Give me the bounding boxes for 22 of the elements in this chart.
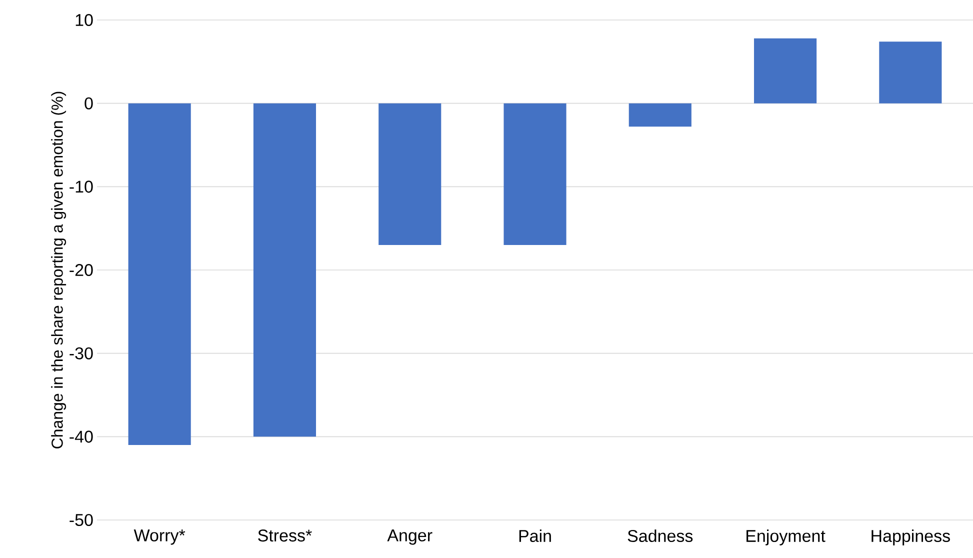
x-tick-label: Worry* bbox=[134, 530, 186, 545]
x-tick-label: Stress* bbox=[258, 530, 312, 542]
bar bbox=[504, 103, 566, 245]
bar bbox=[253, 103, 316, 437]
bar bbox=[628, 103, 692, 127]
y-tick-label: -40 bbox=[70, 430, 93, 443]
x-tick-label: Happiness bbox=[872, 530, 950, 546]
y-axis-title: Change in the share reporting a given emotion (%) bbox=[51, 92, 66, 448]
bar bbox=[378, 103, 442, 245]
bar bbox=[879, 42, 942, 104]
x-tick-label: Anger bbox=[387, 530, 432, 545]
y-tick-label: -10 bbox=[70, 180, 93, 193]
bar bbox=[128, 103, 191, 445]
x-tick-label: Enjoyment bbox=[746, 530, 826, 546]
x-tick-label: Sadness bbox=[628, 530, 693, 542]
y-tick-label: -50 bbox=[70, 514, 93, 526]
y-tick-label: -30 bbox=[70, 347, 93, 360]
x-tick-label: Pain bbox=[519, 530, 551, 542]
y-tick-label: 10 bbox=[76, 14, 93, 26]
bar bbox=[754, 38, 817, 104]
y-tick-label: 0 bbox=[84, 97, 93, 110]
y-tick-label: -20 bbox=[70, 264, 93, 276]
